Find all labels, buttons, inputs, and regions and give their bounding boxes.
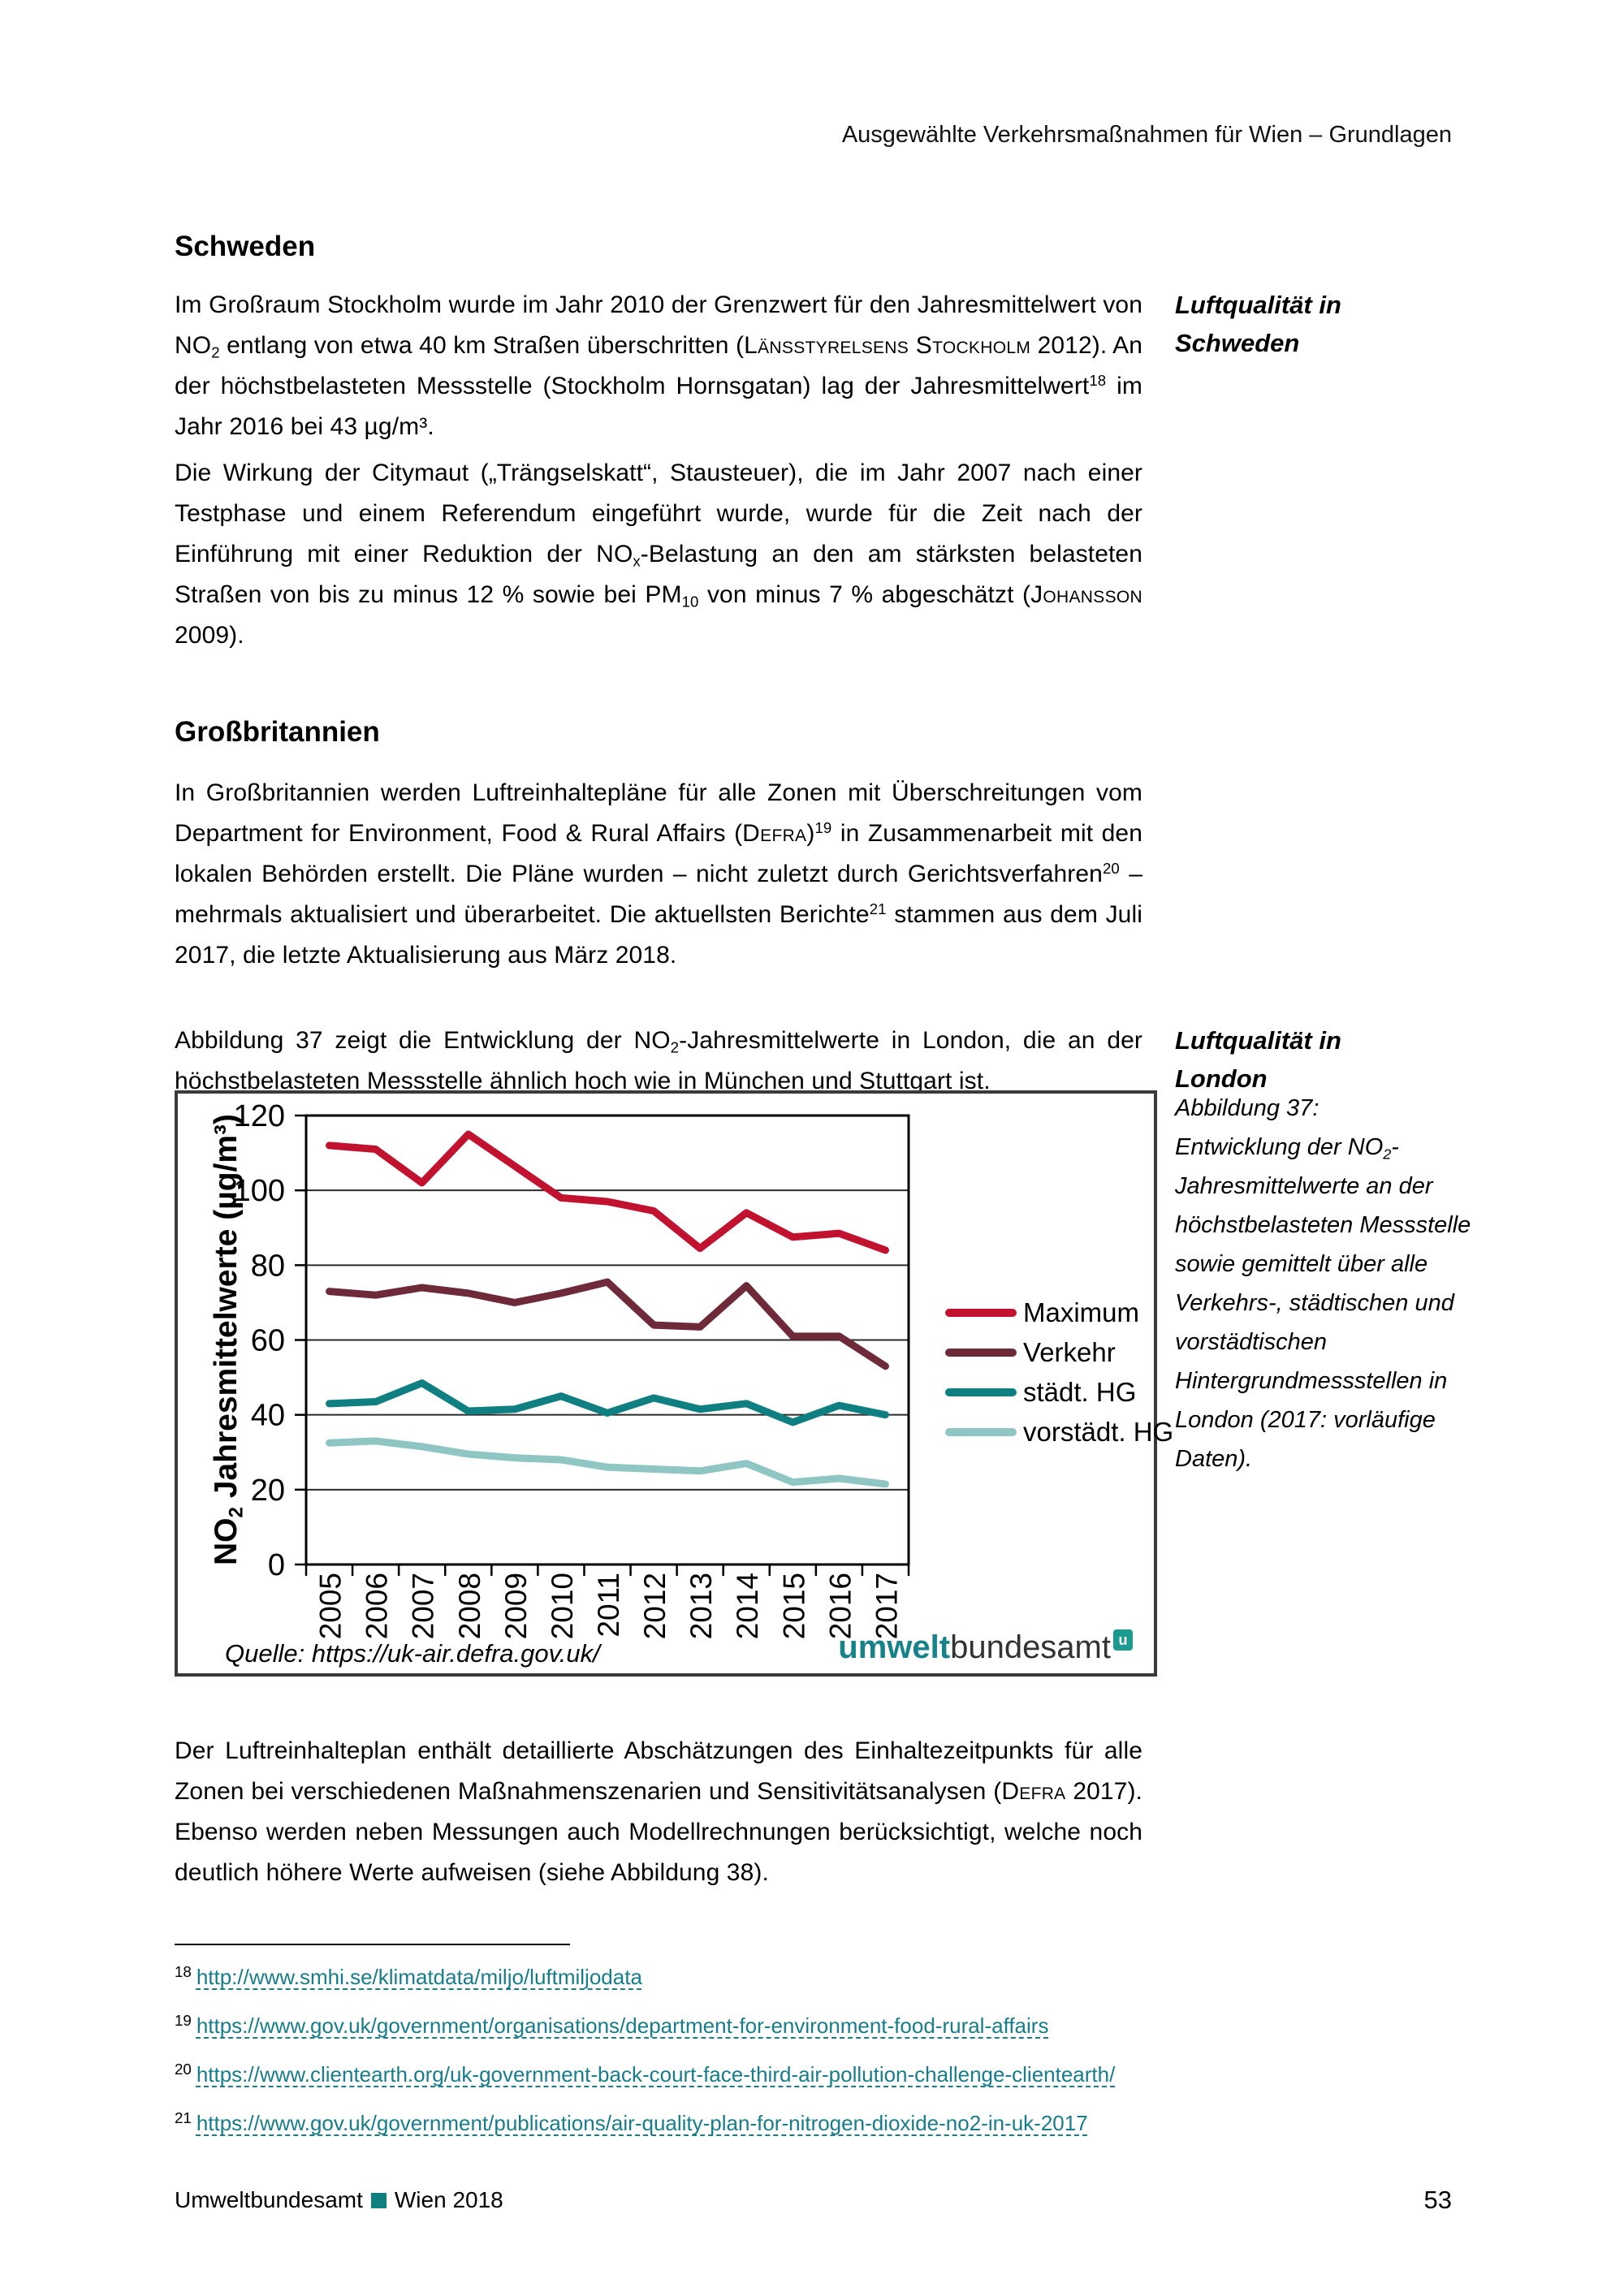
legend-swatch-icon — [945, 1427, 1017, 1436]
legend-label: Maximum — [1023, 1297, 1140, 1327]
footnote-separator — [175, 1944, 570, 1945]
footer-imprint-name: Umweltbundesamt — [175, 2187, 363, 2212]
svg-text:20: 20 — [251, 1474, 285, 1508]
legend-label: Verkehr — [1023, 1336, 1116, 1367]
svg-text:2011: 2011 — [592, 1573, 625, 1638]
svg-text:2014: 2014 — [731, 1573, 764, 1639]
page-footer: Umweltbundesamt Wien 2018 53 — [175, 2186, 1452, 2215]
svg-text:2006: 2006 — [361, 1573, 394, 1639]
svg-text:60: 60 — [251, 1324, 285, 1358]
footnote-link-21[interactable]: https://www.gov.uk/government/publicatio… — [196, 2111, 1088, 2135]
svg-text:2009: 2009 — [499, 1573, 533, 1639]
svg-text:80: 80 — [251, 1249, 285, 1283]
svg-text:2017: 2017 — [870, 1573, 903, 1639]
legend-item: Maximum — [945, 1293, 1173, 1332]
svg-text:2008: 2008 — [453, 1573, 486, 1639]
paragraph-abbildung37-verweis: Abbildung 37 zeigt die Entwicklung der N… — [175, 1027, 1142, 1094]
footnote-link-19[interactable]: https://www.gov.uk/government/organisati… — [196, 2013, 1049, 2038]
running-header: Ausgewählte Verkehrsmaßnahmen für Wien –… — [841, 122, 1452, 148]
footnote-number: 20 — [175, 2060, 192, 2078]
svg-text:40: 40 — [251, 1399, 285, 1433]
umweltbundesamt-logo: umweltbundesamt u — [838, 1629, 1133, 1666]
svg-text:2013: 2013 — [685, 1573, 718, 1639]
figure-caption: Abbildung 37: Entwicklung der NO2-Jahres… — [1175, 1089, 1485, 1478]
margin-note-luftqualitaet-schweden: Luftqualität in Schweden — [1175, 291, 1341, 357]
legend-swatch-icon — [945, 1348, 1017, 1357]
footer-square-icon — [370, 2192, 387, 2208]
footnote-number: 19 — [175, 2011, 192, 2029]
chart-legend: Maximum Verkehr städt. HG vorstädt. HG — [945, 1293, 1173, 1452]
no2-line-chart: 0 20 40 60 80 100 120 2005 2006 2007 2008 2009 2010 2… — [234, 1099, 910, 1639]
legend-swatch-icon — [945, 1308, 1017, 1317]
footnote-number: 18 — [175, 1962, 192, 1980]
heading-grossbritannien: Großbritannien — [175, 716, 380, 748]
legend-item: vorstädt. HG — [945, 1412, 1173, 1452]
legend-item: städt. HG — [945, 1372, 1173, 1412]
footnote-19: 19 https://www.gov.uk/government/organisa… — [175, 2013, 1048, 2039]
paragraph-citymaut: Die Wirkung der Citymaut („Trängselskatt… — [175, 460, 1142, 649]
legend-item: Verkehr — [945, 1332, 1173, 1372]
footnote-number: 21 — [175, 2108, 192, 2126]
svg-text:2007: 2007 — [407, 1573, 440, 1639]
footnote-20: 20 https://www.clientearth.org/uk-governm… — [175, 2060, 1116, 2087]
svg-text:2012: 2012 — [638, 1573, 672, 1639]
footer-imprint-place: Wien 2018 — [394, 2187, 503, 2212]
svg-text:2015: 2015 — [777, 1573, 810, 1639]
footnote-21: 21 https://www.gov.uk/government/publicat… — [175, 2108, 1088, 2136]
logo-u-mark-icon: u — [1113, 1629, 1133, 1651]
svg-text:100: 100 — [234, 1174, 285, 1208]
paragraph-stockholm-grenzwert: Im Großraum Stockholm wurde im Jahr 2010… — [175, 291, 1143, 440]
footnote-link-18[interactable]: http://www.smhi.se/klimatdata/miljo/luft… — [196, 1965, 642, 1989]
svg-text:2016: 2016 — [823, 1573, 857, 1639]
figure-37: NO2 Jahresmittelwerte (µg/m³) 0 20 40 60 80 1… — [175, 1090, 1173, 1677]
page-number: 53 — [1423, 2186, 1452, 2214]
logo-bundesamt-text: bundesamt — [950, 1629, 1111, 1665]
svg-text:2005: 2005 — [314, 1573, 348, 1639]
figure-caption-title: Abbildung 37: — [1175, 1095, 1320, 1121]
svg-text:120: 120 — [234, 1099, 285, 1133]
paragraph-luftreinhalteplaene: In Großbritannien werden Luftreinhaltepl… — [175, 779, 1142, 969]
logo-umwelt-text: umwelt — [838, 1629, 951, 1665]
footer-imprint: Umweltbundesamt Wien 2018 — [175, 2187, 503, 2213]
figure-caption-body: Entwicklung der NO2-Jahresmittelwerte an… — [1175, 1134, 1471, 1472]
footnote-18: 18 http://www.smhi.se/klimatdata/miljo/lu… — [175, 1962, 642, 1990]
figure-source: Quelle: https://uk-air.defra.gov.uk/ — [225, 1639, 600, 1668]
paragraph-luftreinhalteplan-abschaetzungen: Der Luftreinhalteplan enthält detaillier… — [175, 1737, 1142, 1886]
legend-label: städt. HG — [1023, 1376, 1137, 1407]
svg-text:2010: 2010 — [546, 1573, 579, 1639]
footnote-link-20[interactable]: https://www.clientearth.org/uk-governmen… — [196, 2062, 1116, 2087]
legend-swatch-icon — [945, 1388, 1017, 1396]
legend-label: vorstädt. HG — [1023, 1416, 1174, 1447]
margin-note-luftqualitaet-london: Luftqualität in London — [1175, 1026, 1341, 1093]
svg-text:0: 0 — [268, 1548, 285, 1582]
heading-schweden: Schweden — [175, 231, 316, 262]
